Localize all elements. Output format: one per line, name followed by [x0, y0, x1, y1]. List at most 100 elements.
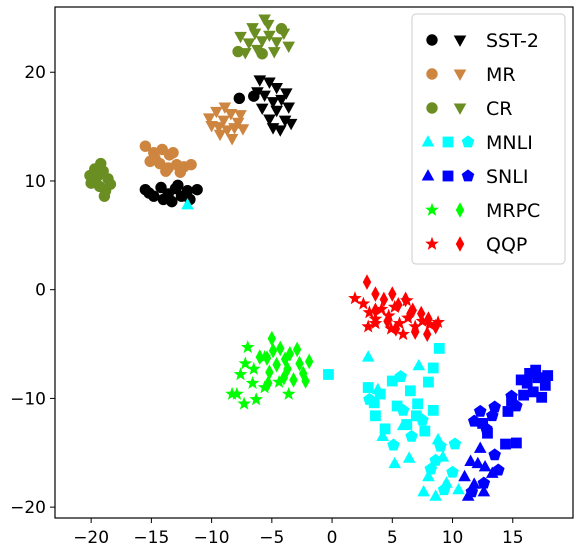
- data-point: [370, 410, 381, 422]
- legend-marker: [455, 236, 465, 252]
- legend-marker: [425, 202, 439, 216]
- legend-label: MRPC: [486, 200, 540, 222]
- data-point: [396, 327, 410, 341]
- x-axis-ticks: −20 −15 −10 −5 0 5 10 15: [73, 518, 524, 548]
- data-point: [434, 439, 447, 452]
- data-point: [368, 397, 380, 409]
- data-point: [237, 396, 251, 410]
- data-point: [433, 342, 445, 354]
- data-point: [213, 129, 227, 142]
- data-point: [202, 113, 216, 125]
- data-point: [273, 125, 287, 137]
- data-point: [431, 318, 440, 335]
- data-point: [233, 92, 246, 105]
- data-point: [272, 356, 281, 373]
- data-point: [251, 44, 264, 57]
- data-point: [160, 165, 172, 177]
- data-point: [323, 369, 334, 380]
- data-point: [275, 94, 288, 107]
- data-point: [415, 314, 430, 328]
- data-point: [465, 485, 479, 498]
- data-point: [542, 370, 554, 381]
- data-point: [374, 388, 386, 400]
- y-tick-label: 10: [24, 172, 46, 192]
- legend-marker: [461, 135, 475, 148]
- data-point: [348, 291, 362, 305]
- data-point: [532, 372, 544, 384]
- data-point: [388, 286, 397, 302]
- data-point: [361, 350, 375, 362]
- data-point: [266, 97, 280, 109]
- data-point: [381, 308, 396, 322]
- data-point: [174, 166, 186, 178]
- x-tick-label: −5: [259, 528, 284, 548]
- x-tick-label: 5: [387, 528, 398, 548]
- legend-label: MNLI: [486, 132, 533, 154]
- data-point: [530, 364, 542, 376]
- data-point: [423, 376, 434, 388]
- legend-box: [411, 13, 566, 265]
- legend-marker: [455, 202, 465, 218]
- legend-marker: [426, 102, 438, 114]
- x-tick-label: 10: [442, 528, 464, 548]
- data-point: [492, 463, 505, 476]
- plot-frame: [54, 6, 574, 519]
- data-point: [270, 82, 283, 95]
- data-point: [155, 181, 167, 194]
- data-point: [510, 437, 522, 449]
- data-point: [301, 373, 310, 389]
- data-point: [477, 418, 489, 429]
- legend-marker: [421, 135, 435, 147]
- data-point: [224, 109, 238, 121]
- data-point: [423, 326, 432, 343]
- data-point: [255, 349, 264, 365]
- data-point: [473, 441, 487, 453]
- data-point: [253, 75, 267, 87]
- data-point: [371, 302, 380, 319]
- data-point: [410, 324, 420, 340]
- data-point: [263, 30, 276, 43]
- data-point: [539, 379, 551, 391]
- data-point: [217, 115, 230, 127]
- data-point: [391, 400, 403, 412]
- data-point: [225, 386, 239, 400]
- data-point: [505, 389, 518, 402]
- legend-label: QQP: [486, 234, 527, 256]
- data-point: [386, 375, 398, 387]
- data-point: [172, 179, 184, 192]
- legend-label: CR: [486, 98, 512, 120]
- data-point: [471, 456, 485, 469]
- data-point: [362, 382, 374, 393]
- data-point: [431, 315, 445, 329]
- data-point: [246, 23, 259, 35]
- data-point: [304, 353, 314, 370]
- data-point: [277, 28, 291, 40]
- data-point: [278, 115, 292, 127]
- data-point: [242, 38, 256, 50]
- legend-marker: [425, 236, 439, 250]
- data-point: [488, 448, 501, 461]
- data-point: [502, 406, 514, 417]
- data-point: [518, 389, 530, 401]
- data-point: [263, 77, 276, 89]
- data-point: [527, 386, 539, 398]
- y-tick-label: 0: [35, 281, 46, 301]
- data-point: [246, 361, 261, 375]
- data-point: [251, 87, 264, 99]
- data-point: [205, 121, 218, 133]
- data-point: [383, 313, 392, 330]
- data-point: [362, 274, 372, 290]
- data-point: [257, 380, 272, 394]
- data-point: [396, 403, 410, 416]
- data-point: [391, 321, 401, 337]
- data-point: [225, 134, 239, 146]
- data-point: [515, 374, 527, 386]
- legend-marker: [442, 170, 454, 182]
- data-point: [234, 110, 247, 122]
- data-point: [429, 453, 442, 466]
- legend-marker: [426, 34, 438, 46]
- legend-marker: [461, 169, 475, 182]
- data-point: [387, 438, 400, 451]
- data-point: [239, 48, 252, 60]
- data-point: [473, 404, 487, 417]
